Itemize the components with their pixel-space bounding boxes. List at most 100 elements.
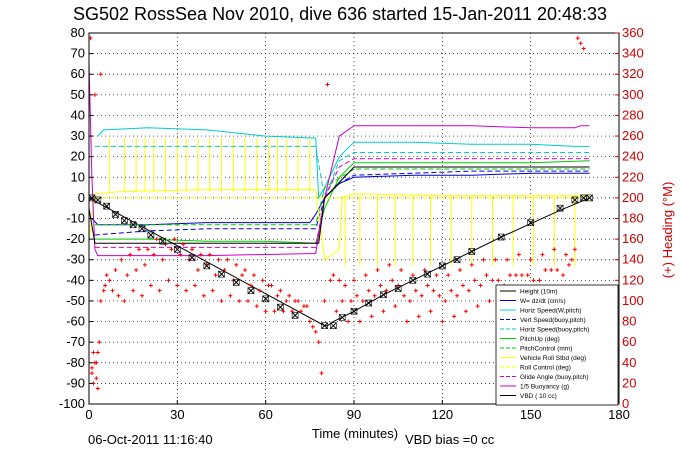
legend-label: VBD ( 10 cc) [520,393,557,400]
heading-point [125,273,130,278]
heading-point [228,293,233,298]
heading-point [219,298,224,303]
series-layer [88,63,590,327]
series-line [94,160,590,244]
legend-label: Horiz Speed(buoy,pitch) [520,326,589,333]
heading-point [316,340,321,345]
left-tick-label: -60 [66,314,85,329]
left-tick-label: -80 [66,355,85,370]
heading-point [425,283,430,288]
heading-point [304,304,309,309]
right-tick-label: 200 [622,190,644,205]
height-marker [321,322,328,330]
heading-point [516,252,521,257]
right-tick-label: 260 [622,128,644,143]
legend: Height (10m) W= dz/dt (cm/s) Horiz Speed(W… [495,284,619,406]
height-marker [277,303,284,311]
heading-point [195,268,200,273]
heading-point [455,293,460,298]
heading-point [166,278,171,283]
left-axis-ticks: -100-90-80-70-60-50-40-30-20-10010203040… [59,25,93,411]
heading-point [543,268,548,273]
heading-point [416,314,421,319]
heading-point [552,247,557,252]
series-line [94,168,590,226]
heading-point [251,273,256,278]
height-marker [138,225,146,233]
x-axis-ticks: 0 30 60 90 120 150 180 [85,400,630,422]
heading-point [104,273,109,278]
height-marker [424,270,431,278]
heading-point [413,288,418,293]
chart-title: SG502 RossSea Nov 2010, dive 636 started… [73,4,607,24]
x-tick-label: 180 [608,407,630,422]
heading-point [561,273,566,278]
heading-point [319,371,324,376]
left-tick-label: 50 [71,87,85,102]
left-tick-label: 30 [71,128,85,143]
heading-point [110,288,115,293]
right-tick-label: 140 [622,252,644,267]
heading-point [378,283,383,288]
height-marker [232,279,240,286]
heading-point [484,273,489,278]
heading-point [225,257,230,262]
heading-point [98,72,103,77]
heading-point [440,319,445,324]
heading-point [505,257,510,262]
heading-point [331,273,336,278]
legend-label: Vehicle Roll Stbd (deg) [520,355,586,362]
heading-point [369,314,374,319]
right-tick-label: 160 [622,231,644,246]
height-marker [571,196,579,204]
heading-point [410,273,415,278]
heading-point [243,268,248,273]
height-marker [365,299,373,307]
heading-point [460,283,465,288]
heading-point [269,283,274,288]
heading-point [340,298,345,303]
series-line [94,170,590,236]
heading-point [472,278,477,283]
heading-point [210,288,215,293]
heading-point [98,298,103,303]
heading-point [469,262,474,267]
left-tick-label: -50 [66,293,85,308]
right-tick-label: 0 [622,396,629,411]
left-tick-label: 80 [71,25,85,40]
heading-point [91,350,96,355]
right-tick-label: 240 [622,149,644,164]
height-marker [103,202,111,210]
left-tick-label: -90 [66,375,85,390]
heading-point [346,319,351,324]
heading-point [437,293,442,298]
heading-point [95,350,100,355]
height-marker [453,256,461,264]
heading-point [97,340,102,345]
heading-point [405,319,409,324]
heading-point [531,278,536,283]
left-tick-label: 60 [71,66,85,81]
height-marker [188,254,196,262]
heading-point [145,247,150,252]
heading-point [466,288,471,293]
legend-label: PitchControl (mm) [520,345,572,352]
height-marker [112,211,119,218]
heading-point [216,257,221,262]
heading-point [94,360,99,365]
height-marker [129,221,137,229]
height-marker [438,262,446,270]
heading-point [193,283,197,288]
legend-label: Vert Speed(buoy,pitch) [520,317,586,324]
heading-point [278,288,283,293]
heading-point [540,252,545,257]
series-line [88,166,590,244]
height-marker [147,231,155,239]
heading-point [352,278,356,283]
right-tick-label: 80 [622,314,636,329]
x-tick-label: 60 [258,407,272,422]
heading-scatter [88,36,592,391]
heading-point [142,262,147,267]
heading-point [322,298,327,303]
right-tick-label: 180 [622,211,644,226]
